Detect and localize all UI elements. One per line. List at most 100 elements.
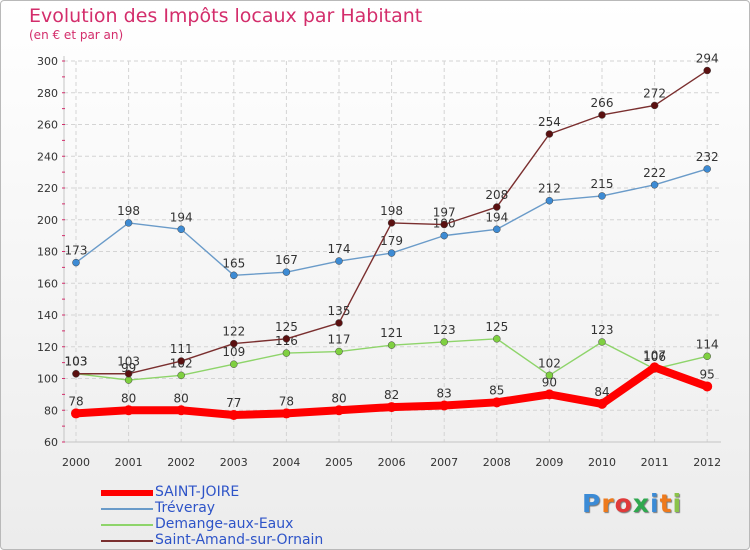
data-label: 111 [170,342,193,356]
data-label: 174 [328,242,351,256]
logo-letter: o [614,489,633,518]
data-point [177,357,185,365]
y-tick-label: 300 [37,55,58,68]
data-point [282,349,291,357]
data-label: 212 [538,182,561,196]
legend-swatch-saint-amand [101,540,153,542]
legend-swatch-demange [101,524,153,526]
y-tick-label: 80 [44,404,58,417]
chart-subtitle: (en € et par an) [29,28,124,42]
data-label: 109 [222,345,245,359]
data-label: 198 [380,204,403,218]
x-tick-label: 2007 [430,456,458,469]
data-point [72,258,80,267]
y-tick-label: 140 [37,309,58,322]
y-tick-label: 260 [37,119,58,132]
x-tick-label: 2004 [272,456,300,469]
data-point [703,165,711,173]
data-label: 173 [65,244,88,258]
data-point [387,249,396,257]
logo-letter: i [650,489,660,518]
legend-label: Saint-Amand-sur-Ornain [155,532,324,548]
data-point [650,101,659,110]
logo-letter: r [601,489,615,518]
proxiti-logo: Proxiti [582,489,682,518]
y-tick-label: 60 [44,436,58,449]
data-point [176,405,187,416]
data-point [493,225,501,234]
data-point [545,371,554,380]
data-point [703,66,711,75]
data-label: 179 [380,234,403,248]
x-tick-label: 2006 [378,456,406,469]
data-label: 266 [591,96,614,110]
data-point [650,181,659,189]
data-point [124,369,133,378]
data-point [491,397,502,408]
y-tick-label: 120 [37,341,58,354]
data-label: 215 [591,177,614,191]
data-point [230,339,238,348]
data-label: 208 [485,188,508,202]
data-point [440,338,448,346]
x-tick-label: 2001 [115,456,143,469]
y-tick-label: 240 [37,150,58,163]
data-point [439,400,450,411]
legend-item-saint-joire: SAINT-JOIRE [101,484,431,500]
x-tick-label: 2002 [167,456,195,469]
data-point [335,319,343,327]
data-label: 117 [328,333,351,347]
data-label: 90 [542,375,557,389]
legend: SAINT-JOIRE Tréveray Demange-aux-Eaux Sa… [101,484,431,548]
data-label: 125 [275,320,298,334]
legend-label: SAINT-JOIRE [155,484,240,500]
data-label: 83 [437,386,452,400]
data-point [545,130,554,138]
logo-letter: t [659,489,673,518]
data-label: 114 [696,337,719,351]
logo-letter: x [632,489,650,518]
data-label: 78 [279,394,294,408]
data-point [123,405,134,416]
legend-swatch-saint-joire [101,490,153,496]
data-point [230,271,238,280]
data-label: 165 [222,256,245,270]
data-point [703,352,711,361]
data-point [72,369,80,378]
data-label: 80 [121,391,136,405]
y-tick-label: 220 [37,182,58,195]
legend-item-treveray: Tréveray [101,500,431,516]
legend-label: Demange-aux-Eaux [155,516,294,532]
data-label: 222 [643,166,666,180]
data-point [387,219,396,227]
x-tick-label: 2003 [220,456,248,469]
data-label: 123 [591,323,614,337]
data-point [597,398,607,409]
data-label: 80 [331,391,346,405]
data-point [493,335,501,343]
data-point [386,402,397,413]
data-point [282,268,291,276]
data-point [282,335,291,343]
data-point [281,408,292,419]
data-point [544,389,555,400]
y-tick-label: 180 [37,246,58,259]
legend-item-demange: Demange-aux-Eaux [101,516,431,532]
data-point [493,203,501,211]
data-label: 95 [700,367,715,381]
data-point [71,408,81,419]
x-tick-label: 2009 [535,456,563,469]
data-point [177,225,185,234]
data-label: 167 [275,253,298,267]
x-tick-label: 2010 [588,456,616,469]
data-point [545,196,554,205]
data-point [335,257,343,265]
data-point [440,231,448,240]
data-label: 121 [380,326,403,340]
data-label: 122 [222,325,245,339]
data-label: 106 [643,350,666,364]
data-label: 77 [226,396,241,410]
data-label: 254 [538,115,561,129]
